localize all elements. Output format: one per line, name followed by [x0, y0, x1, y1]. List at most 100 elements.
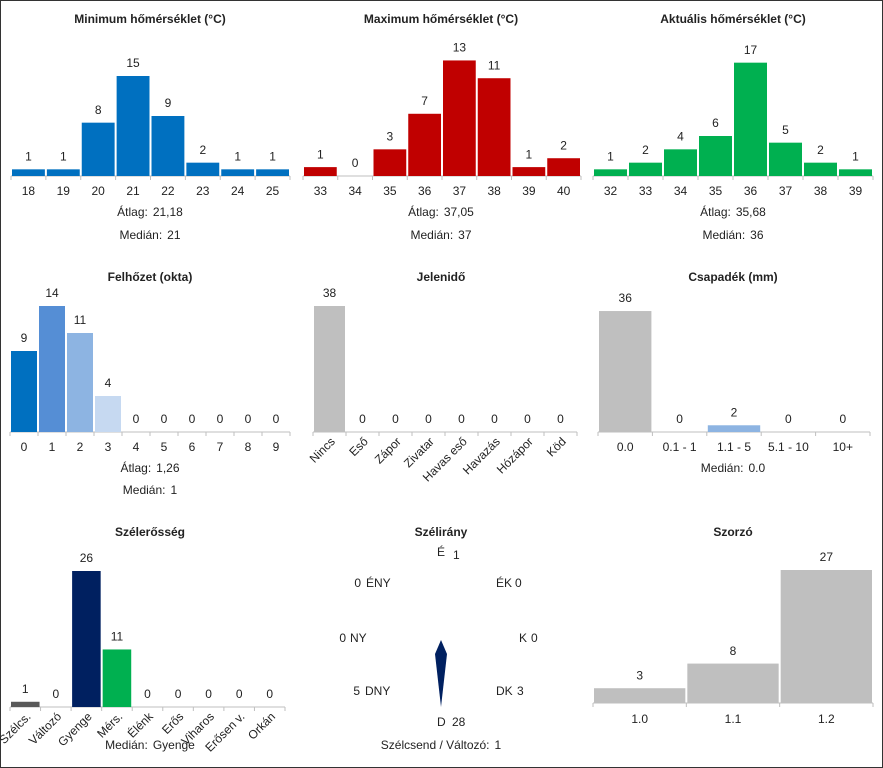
- bar: [95, 396, 121, 432]
- bar-value-label: 0: [236, 687, 243, 701]
- bar-value-label: 0: [175, 687, 182, 701]
- x-tick-label: 4: [133, 440, 140, 454]
- bar-value-label: 6: [712, 116, 719, 130]
- bar-value-label: 14: [45, 286, 59, 300]
- stat-value: 35,68: [736, 205, 766, 219]
- bar: [46, 169, 80, 176]
- bar: [11, 701, 40, 707]
- bar-value-label: 2: [731, 405, 738, 419]
- x-tick-label: 1.1 - 5: [717, 440, 751, 454]
- stat-value: 37: [458, 228, 472, 242]
- x-tick-label: 23: [196, 184, 210, 198]
- stat-label: Átlag:: [120, 460, 151, 475]
- bar-value-label: 8: [95, 103, 102, 117]
- direction-value: 0: [339, 631, 346, 645]
- bar-value-label: 0: [266, 687, 273, 701]
- stat-label: Átlag:: [117, 204, 148, 219]
- chart-title: Aktuális hőmérséklet (°C): [660, 12, 806, 26]
- x-tick-label: 34: [674, 184, 688, 198]
- chart-title: Maximum hőmérséklet (°C): [364, 12, 518, 26]
- bar: [186, 162, 220, 176]
- bar-value-label: 2: [560, 138, 567, 152]
- bar-value-label: 0: [189, 412, 196, 426]
- x-tick-label: 5: [161, 440, 168, 454]
- bar: [67, 333, 93, 432]
- bar-value-label: 1: [269, 150, 276, 164]
- bar-value-label: 11: [74, 313, 87, 327]
- x-tick-label: 1.2: [818, 712, 835, 726]
- stat: Medián: 21: [119, 228, 180, 242]
- bar-value-label: 4: [105, 376, 112, 390]
- bar-value-label: 0: [425, 412, 432, 426]
- stat: Szélcsend / Változó: 1: [381, 738, 502, 752]
- bar: [512, 167, 546, 176]
- x-tick-label: 34: [348, 184, 362, 198]
- bar-value-label: 36: [619, 291, 633, 305]
- bar-value-label: 1: [607, 150, 614, 164]
- stat: Medián: 0.0: [701, 461, 766, 475]
- stat: Átlag: 1,26: [120, 460, 179, 475]
- x-tick-label: 18: [22, 184, 36, 198]
- bar-value-label: 0: [524, 412, 531, 426]
- wind-needle: [435, 640, 447, 707]
- stat-label: Medián:: [701, 461, 744, 475]
- bar: [839, 169, 872, 176]
- direction-value: 0: [531, 631, 538, 645]
- x-tick-label: 25: [266, 184, 280, 198]
- bar-value-label: 0: [133, 412, 140, 426]
- x-tick-label: 32: [604, 184, 618, 198]
- x-tick-label: 5.1 - 10: [768, 440, 809, 454]
- stat: Átlag: 21,18: [117, 204, 183, 219]
- bar-value-label: 0: [205, 687, 212, 701]
- stat-label: Szélcsend / Változó:: [381, 738, 490, 752]
- stat-label: Medián:: [702, 228, 745, 242]
- x-tick-label: 6: [189, 440, 196, 454]
- direction-label: DNY: [365, 684, 390, 698]
- bar-value-label: 3: [636, 668, 643, 682]
- bar-value-label: 11: [488, 58, 501, 72]
- chart-title: Szélirány: [415, 525, 468, 539]
- bar-value-label: 2: [642, 143, 649, 157]
- direction-label: NY: [350, 631, 367, 645]
- bar: [547, 158, 580, 176]
- direction-label: DK: [496, 684, 513, 698]
- x-tick-label: 38: [487, 184, 501, 198]
- x-tick-label: 33: [639, 184, 653, 198]
- bar-value-label: 0: [217, 412, 224, 426]
- x-tick-label: 0.1 - 1: [663, 440, 697, 454]
- bar: [256, 169, 289, 176]
- direction-label: K: [519, 631, 527, 645]
- bar: [629, 162, 662, 176]
- stat-value: 37,05: [444, 205, 474, 219]
- bar: [477, 78, 511, 176]
- x-tick-label: 1.0: [631, 712, 648, 726]
- x-tick-label: 35: [383, 184, 397, 198]
- bar: [102, 649, 132, 707]
- bar: [373, 149, 407, 176]
- bar-value-label: 0: [557, 412, 564, 426]
- bar-value-label: 8: [730, 644, 737, 658]
- x-tick-label: 37: [779, 184, 793, 198]
- bar-value-label: 7: [421, 94, 428, 108]
- bar-value-label: 0: [785, 412, 792, 426]
- bar: [39, 306, 65, 432]
- bar-value-label: 17: [744, 43, 758, 57]
- stat-value: 1: [495, 738, 502, 752]
- bar: [221, 169, 255, 176]
- stat: Medián: Gyenge: [105, 738, 195, 752]
- x-tick-label: 1: [49, 440, 56, 454]
- bar-value-label: 0: [392, 412, 399, 426]
- bar-value-label: 5: [782, 123, 789, 137]
- x-tick-label: 39: [522, 184, 536, 198]
- bar: [12, 169, 45, 176]
- direction-label: ÉK: [496, 575, 512, 590]
- x-tick-label: 33: [314, 184, 328, 198]
- stat-label: Átlag:: [408, 204, 439, 219]
- x-tick-label: 22: [161, 184, 175, 198]
- bar-value-label: 1: [852, 150, 859, 164]
- stat-value: 21: [167, 228, 181, 242]
- direction-value: 28: [452, 715, 466, 729]
- x-tick-label: 0.0: [617, 440, 634, 454]
- chart-title: Minimum hőmérséklet (°C): [74, 12, 226, 26]
- bar-value-label: 0: [273, 412, 280, 426]
